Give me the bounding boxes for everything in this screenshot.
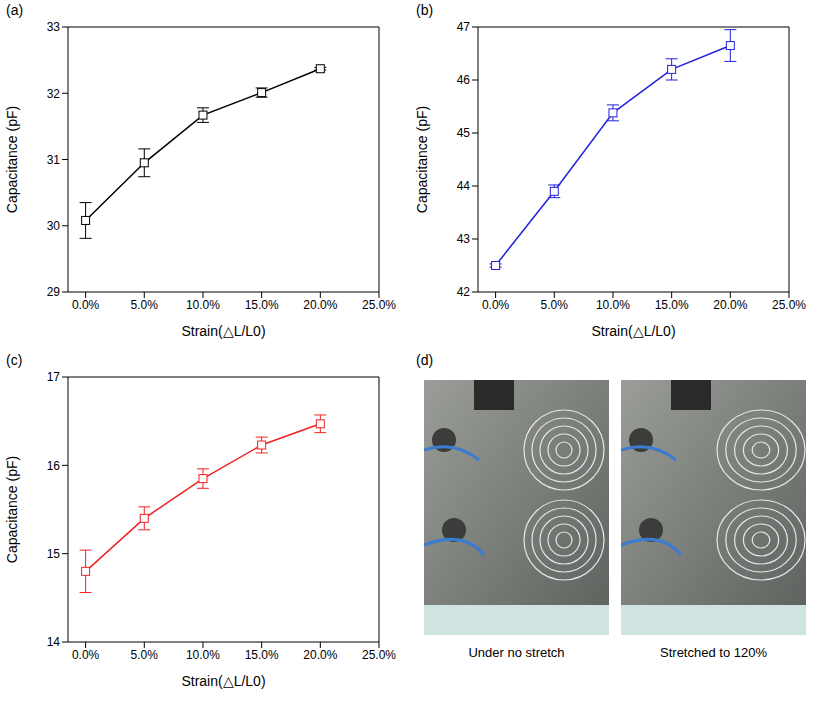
svg-text:15.0%: 15.0%: [245, 298, 279, 312]
svg-text:45: 45: [457, 126, 471, 140]
html-text:Under no stretch: Under no stretch: [468, 645, 565, 660]
svg-text:17: 17: [47, 370, 61, 384]
svg-text:10.0%: 10.0%: [186, 298, 220, 312]
svg-text:32: 32: [47, 87, 61, 101]
svg-text:0.0%: 0.0%: [72, 298, 100, 312]
svg-text:30: 30: [47, 219, 61, 233]
svg-text:20.0%: 20.0%: [713, 298, 747, 312]
svg-text:33: 33: [47, 20, 61, 34]
svg-text:Strain(△L/L0): Strain(△L/L0): [181, 673, 265, 689]
html-text:(d): (d): [416, 352, 434, 368]
svg-text:16: 16: [47, 459, 61, 473]
svg-text:20.0%: 20.0%: [303, 298, 337, 312]
svg-text:14: 14: [47, 635, 61, 649]
svg-text:Strain(△L/L0): Strain(△L/L0): [591, 323, 675, 339]
html-text:(b): (b): [416, 2, 434, 18]
svg-text:44: 44: [457, 179, 471, 193]
svg-text:5.0%: 5.0%: [131, 648, 159, 662]
svg-text:20.0%: 20.0%: [303, 648, 337, 662]
svg-text:43: 43: [457, 232, 471, 246]
svg-text:15: 15: [47, 547, 61, 561]
svg-text:Capacitance (pF): Capacitance (pF): [4, 456, 20, 563]
svg-text:Strain(△L/L0): Strain(△L/L0): [181, 323, 265, 339]
svg-text:25.0%: 25.0%: [362, 298, 396, 312]
svg-text:47: 47: [457, 20, 471, 34]
svg-text:10.0%: 10.0%: [596, 298, 630, 312]
svg-text:25.0%: 25.0%: [772, 298, 806, 312]
svg-text:Capacitance (pF): Capacitance (pF): [414, 106, 430, 213]
svg-text:10.0%: 10.0%: [186, 648, 220, 662]
svg-text:42: 42: [457, 285, 471, 299]
svg-text:0.0%: 0.0%: [482, 298, 510, 312]
svg-text:5.0%: 5.0%: [541, 298, 569, 312]
svg-text:25.0%: 25.0%: [362, 648, 396, 662]
svg-text:5.0%: 5.0%: [131, 298, 159, 312]
html-text:Stretched to 120%: Stretched to 120%: [660, 645, 767, 660]
svg-text:0.0%: 0.0%: [72, 648, 100, 662]
svg-text:29: 29: [47, 285, 61, 299]
svg-text:46: 46: [457, 73, 471, 87]
svg-text:15.0%: 15.0%: [655, 298, 689, 312]
html-text:(c): (c): [6, 352, 23, 368]
svg-text:Capacitance (pF): Capacitance (pF): [4, 106, 20, 213]
svg-text:31: 31: [47, 153, 61, 167]
svg-text:15.0%: 15.0%: [245, 648, 279, 662]
html-text:(a): (a): [6, 2, 24, 18]
